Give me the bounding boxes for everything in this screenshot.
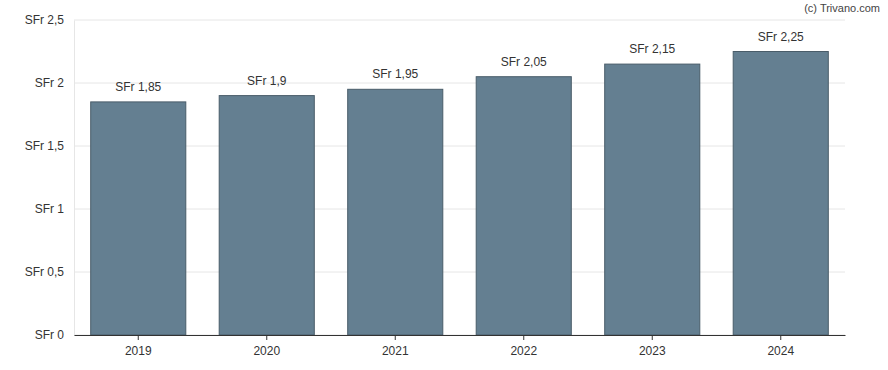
y-tick: SFr 0,5 (25, 265, 74, 279)
y-tick: SFr 2,5 (25, 13, 74, 27)
x-axis-line (75, 335, 846, 336)
grid-line (74, 272, 845, 273)
bar (476, 77, 571, 335)
grid-line (74, 83, 845, 84)
y-tick-label: SFr 0,5 (25, 265, 65, 279)
data-label: SFr 2,25 (758, 30, 804, 44)
plot: SFr 0 SFr 0,5 SFr 1 SFr 1,5 SFr 2 SFr 2,5 2019… (25, 13, 846, 357)
bar (605, 64, 700, 335)
bar (219, 96, 314, 335)
y-tick: SFr 2 (35, 76, 74, 90)
x-tick-mark (395, 335, 396, 340)
x-tick: 2022 (510, 335, 537, 358)
x-tick-mark (523, 335, 524, 340)
bars (91, 52, 829, 336)
data-label: SFr 1,9 (247, 74, 287, 88)
y-tick-label: SFr 1,5 (25, 139, 65, 153)
x-tick-label: 2021 (382, 344, 409, 358)
bar (348, 89, 443, 335)
x-tick-label: 2020 (253, 344, 280, 358)
x-tick: 2023 (639, 335, 666, 358)
y-tick-label: SFr 2,5 (25, 13, 65, 27)
x-tick-label: 2024 (767, 344, 794, 358)
data-label: SFr 1,95 (372, 67, 418, 81)
x-tick: 2024 (767, 335, 794, 358)
grid (74, 20, 845, 335)
data-label: SFr 2,05 (501, 55, 547, 69)
y-tick-label: SFr 2 (35, 76, 65, 90)
x-tick-mark (266, 335, 267, 340)
x-tick: 2021 (382, 335, 409, 358)
y-tick: SFr 1 (35, 202, 74, 216)
y-tick: SFr 0 (35, 328, 74, 342)
credit: (c) Trivano.com (804, 2, 880, 14)
grid-line (74, 20, 845, 21)
annotations: (c) Trivano.com (804, 2, 880, 14)
chart: SFr 0 SFr 0,5 SFr 1 SFr 1,5 SFr 2 SFr 2,5 2019… (0, 0, 888, 370)
data-labels: SFr 1,85 SFr 1,9 SFr 1,95 SFr 2,05 SFr 2,15 S… (115, 30, 804, 94)
x-tick-label: 2022 (510, 344, 537, 358)
bar (91, 102, 186, 335)
x-tick-mark (138, 335, 139, 340)
x-tick-label: 2023 (639, 344, 666, 358)
y-tick: SFr 1,5 (25, 139, 74, 153)
x-tick: 2020 (253, 335, 280, 358)
y-axis-line (74, 21, 75, 336)
x-axis: 2019 2020 2021 2022 2023 2024 (75, 335, 846, 358)
data-label: SFr 1,85 (115, 80, 161, 94)
x-tick: 2019 (125, 335, 152, 358)
grid-line (74, 335, 845, 336)
grid-line (74, 209, 845, 210)
x-tick-label: 2019 (125, 344, 152, 358)
grid-line (74, 146, 845, 147)
y-axis: SFr 0 SFr 0,5 SFr 1 SFr 1,5 SFr 2 SFr 2,5 (25, 13, 75, 342)
bar (733, 52, 828, 336)
y-tick-label: SFr 0 (35, 328, 65, 342)
y-tick-label: SFr 1 (35, 202, 65, 216)
x-tick-mark (652, 335, 653, 340)
data-label: SFr 2,15 (629, 42, 675, 56)
x-tick-mark (780, 335, 781, 340)
